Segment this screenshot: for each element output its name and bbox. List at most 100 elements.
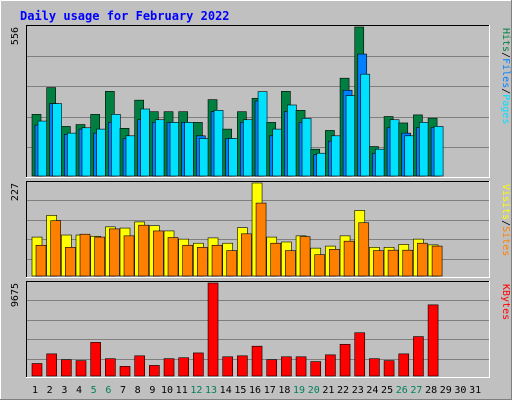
bar-pages-day-9 <box>155 119 165 177</box>
bar-sites-day-25 <box>387 249 399 277</box>
bar-pages-day-11 <box>184 122 194 177</box>
bar-pages-day-13 <box>213 110 224 177</box>
bar-kbytes-day-3 <box>61 359 72 377</box>
bar-pages-day-6 <box>111 114 121 177</box>
bar-kbytes-day-16 <box>251 345 263 377</box>
bar-kbytes-day-15 <box>237 355 248 377</box>
bar-kbytes-day-19 <box>295 356 307 377</box>
legend-item-kbytes: KBytes <box>500 284 511 320</box>
bar-kbytes-day-28 <box>427 304 439 377</box>
day-label-30: 30 <box>454 385 466 396</box>
day-label-5: 5 <box>91 385 97 396</box>
bar-sites-day-26 <box>402 249 414 277</box>
legend-item-files: Files <box>500 58 511 88</box>
bar-sites-day-20 <box>314 254 326 277</box>
day-label-21: 21 <box>322 385 334 396</box>
bar-sites-day-19 <box>299 236 311 277</box>
bar-kbytes-day-10 <box>163 358 175 377</box>
panel-top: 556 Hits/Files/Pages <box>10 25 511 178</box>
bar-kbytes-day-22 <box>339 343 351 377</box>
bar-sites-day-17 <box>270 242 282 277</box>
day-label-27: 27 <box>410 385 422 396</box>
bar-pages-day-14 <box>228 138 239 177</box>
bar-pages-day-4 <box>81 127 92 177</box>
bar-pages-day-28 <box>433 126 444 177</box>
bar-kbytes-day-18 <box>281 356 292 377</box>
panel-bottom: 9675 KBytes <box>10 281 511 378</box>
bar-pages-day-21 <box>331 135 341 177</box>
day-label-25: 25 <box>381 385 393 396</box>
day-label-28: 28 <box>425 385 437 396</box>
bar-sites-day-13 <box>211 244 223 277</box>
bar-sites-day-6 <box>109 228 120 277</box>
bar-kbytes-day-26 <box>398 353 410 377</box>
bar-pages-day-16 <box>257 91 268 177</box>
bar-kbytes-day-20 <box>310 361 322 377</box>
bar-pages-day-15 <box>243 119 253 177</box>
day-label-9: 9 <box>149 385 155 396</box>
bar-pages-day-5 <box>96 128 106 177</box>
day-label-16: 16 <box>249 385 261 396</box>
bar-pages-day-3 <box>67 132 77 177</box>
bar-pages-day-8 <box>140 108 150 177</box>
day-label-13: 13 <box>205 385 217 396</box>
y-max-label: 227 <box>10 183 21 201</box>
bar-sites-day-18 <box>285 250 296 277</box>
legend-item-sep: / <box>500 220 511 226</box>
day-label-7: 7 <box>120 385 126 396</box>
bar-pages-day-17 <box>272 128 283 177</box>
bar-kbytes-day-7 <box>119 366 131 377</box>
y-max-label: 556 <box>10 27 21 45</box>
bar-sites-day-9 <box>153 230 164 277</box>
day-label-8: 8 <box>135 385 141 396</box>
bar-sites-day-8 <box>138 224 149 277</box>
day-label-18: 18 <box>278 385 290 396</box>
bar-pages-day-12 <box>199 138 209 177</box>
bar-kbytes-day-21 <box>325 354 336 377</box>
bar-pages-day-7 <box>125 135 136 177</box>
bar-kbytes-day-13 <box>207 282 219 377</box>
bar-pages-day-20 <box>316 152 327 177</box>
bar-kbytes-day-17 <box>266 359 278 377</box>
bar-pages-day-22 <box>345 95 356 177</box>
day-label-22: 22 <box>337 385 349 396</box>
right-legend: Visits/Sites <box>500 184 511 256</box>
legend-item-pages: Pages <box>500 94 511 124</box>
bar-sites-day-21 <box>329 249 340 277</box>
bar-pages-day-25 <box>389 119 400 177</box>
bar-kbytes-day-14 <box>222 356 234 377</box>
bar-kbytes-day-1 <box>31 363 43 377</box>
day-label-1: 1 <box>32 385 38 396</box>
day-label-10: 10 <box>161 385 173 396</box>
bar-sites-day-15 <box>241 233 252 277</box>
bar-pages-day-23 <box>360 73 371 177</box>
bar-kbytes-day-12 <box>193 352 204 377</box>
bar-sites-day-10 <box>167 237 179 277</box>
bar-kbytes-day-27 <box>413 336 424 377</box>
bar-sites-day-24 <box>373 250 384 277</box>
bar-sites-day-27 <box>417 242 428 277</box>
day-label-4: 4 <box>76 385 82 396</box>
bar-kbytes-day-5 <box>90 342 101 377</box>
bar-pages-day-19 <box>301 118 312 177</box>
day-label-19: 19 <box>293 385 305 396</box>
y-max-label: 9675 <box>10 283 21 307</box>
chart-title: Daily usage for February 2022 <box>20 9 230 23</box>
bar-sites-day-23 <box>358 222 370 277</box>
bar-sites-day-3 <box>65 247 76 277</box>
day-label-2: 2 <box>47 385 53 396</box>
bar-kbytes-day-9 <box>149 365 160 377</box>
bar-sites-day-2 <box>50 220 61 277</box>
bar-pages-day-2 <box>52 103 62 177</box>
day-label-31: 31 <box>469 385 481 396</box>
bar-sites-day-12 <box>197 247 208 277</box>
day-label-11: 11 <box>176 385 188 396</box>
bar-pages-day-26 <box>404 135 415 177</box>
legend-item-sep: / <box>500 52 511 58</box>
bar-sites-day-7 <box>123 235 135 277</box>
bar-kbytes-day-4 <box>75 360 87 377</box>
bar-sites-day-14 <box>226 250 238 277</box>
day-label-14: 14 <box>220 385 232 396</box>
bar-sites-day-5 <box>94 236 105 277</box>
